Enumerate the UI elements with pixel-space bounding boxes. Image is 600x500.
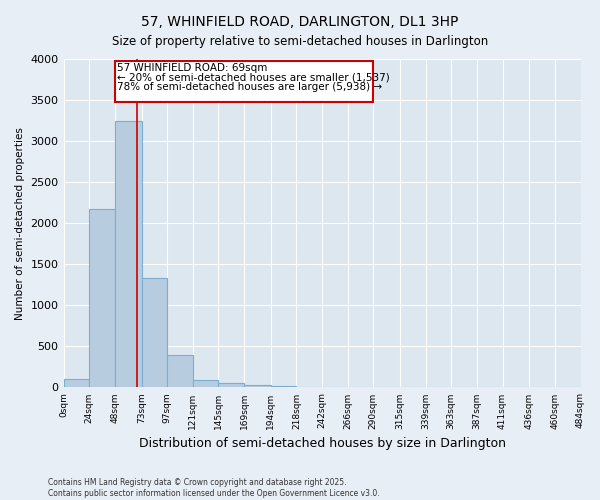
Bar [244,385,271,388]
Bar [167,356,193,388]
Bar [64,379,89,388]
Text: ← 20% of semi-detached houses are smaller (1,537): ← 20% of semi-detached houses are smalle… [117,72,389,82]
Text: Size of property relative to semi-detached houses in Darlington: Size of property relative to semi-detach… [112,35,488,48]
Bar [296,386,322,388]
Text: 57 WHINFIELD ROAD: 69sqm: 57 WHINFIELD ROAD: 69sqm [117,63,268,73]
Text: 57, WHINFIELD ROAD, DARLINGTON, DL1 3HP: 57, WHINFIELD ROAD, DARLINGTON, DL1 3HP [142,15,458,29]
Bar [322,387,347,388]
Bar [193,380,218,388]
Y-axis label: Number of semi-detached properties: Number of semi-detached properties [15,127,25,320]
Text: 78% of semi-detached houses are larger (5,938) →: 78% of semi-detached houses are larger (… [117,82,382,92]
Bar [218,384,244,388]
Bar [89,210,115,388]
Bar [271,386,296,388]
X-axis label: Distribution of semi-detached houses by size in Darlington: Distribution of semi-detached houses by … [139,437,506,450]
FancyBboxPatch shape [115,62,373,102]
Bar [115,120,142,388]
Text: Contains HM Land Registry data © Crown copyright and database right 2025.
Contai: Contains HM Land Registry data © Crown c… [48,478,380,498]
Bar [142,278,167,388]
